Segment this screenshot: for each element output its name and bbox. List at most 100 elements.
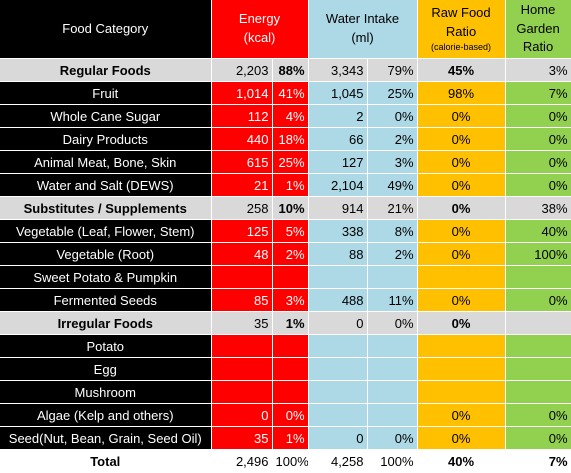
category-cell: Fermented Seeds [0, 288, 212, 312]
water-percent-cell: 100% [367, 449, 418, 472]
home-garden-ratio-cell: 0% [505, 426, 571, 450]
water-value-cell: 0 [308, 311, 368, 335]
raw-food-ratio-cell: 0% [417, 104, 506, 128]
category-cell: Regular Foods [0, 58, 212, 82]
table-row: Water and Salt (DEWS) 21 1% 2,104 49% 0% 0% [0, 173, 571, 197]
table-row: Whole Cane Sugar 112 4% 2 0% 0% 0% [0, 104, 571, 128]
water-percent-cell [367, 265, 418, 289]
table-row: Potato [0, 334, 571, 358]
category-cell: Seed(Nut, Bean, Grain, Seed Oil) [0, 426, 212, 450]
raw-food-ratio-cell: 40% [417, 449, 506, 472]
home-garden-ratio-cell: 0% [505, 403, 571, 427]
energy-percent-cell: 1% [272, 173, 309, 197]
home-garden-ratio-cell: 0% [505, 173, 571, 197]
energy-percent-cell: 4% [272, 104, 309, 128]
energy-percent-cell: 25% [272, 150, 309, 174]
water-value-cell: 2,104 [308, 173, 368, 197]
table-row: Algae (Kelp and others) 0 0% 0% 0% [0, 403, 571, 427]
water-percent-cell: 8% [367, 219, 418, 243]
water-value-cell: 66 [308, 127, 368, 151]
home-garden-ratio-cell: 0% [505, 104, 571, 128]
raw-food-ratio-cell: 0% [417, 403, 506, 427]
category-cell: Fruit [0, 81, 212, 105]
raw-food-ratio-cell: 0% [417, 242, 506, 266]
energy-percent-cell: 88% [272, 58, 309, 82]
table-row: Vegetable (Root) 48 2% 88 2% 0% 100% [0, 242, 571, 266]
energy-value-cell: 35 [211, 426, 273, 450]
energy-value-cell: 35 [211, 311, 273, 335]
energy-value-cell: 125 [211, 219, 273, 243]
energy-value-cell: 2,203 [211, 58, 273, 82]
water-value-cell [308, 403, 368, 427]
energy-percent-cell [272, 334, 309, 358]
home-garden-ratio-cell [505, 311, 571, 335]
table-row: Mushroom [0, 380, 571, 404]
energy-percent-cell: 5% [272, 219, 309, 243]
water-value-cell: 4,258 [308, 449, 368, 472]
header-home-line2: Garden [516, 20, 560, 36]
header-water-label: Water Intake [325, 11, 400, 27]
energy-percent-cell: 0% [272, 403, 309, 427]
raw-food-ratio-cell [417, 357, 506, 381]
home-garden-ratio-cell: 0% [505, 150, 571, 174]
water-percent-cell: 2% [367, 242, 418, 266]
energy-value-cell [211, 334, 273, 358]
water-percent-cell: 25% [367, 81, 418, 105]
water-value-cell [308, 380, 368, 404]
water-percent-cell: 79% [367, 58, 418, 82]
table-row: Vegetable (Leaf, Flower, Stem) 125 5% 338 8%… [0, 219, 571, 243]
energy-value-cell: 2,496 [211, 449, 273, 472]
energy-value-cell: 21 [211, 173, 273, 197]
water-percent-cell [367, 380, 418, 404]
energy-percent-cell: 41% [272, 81, 309, 105]
category-cell: Irregular Foods [0, 311, 212, 335]
energy-value-cell: 112 [211, 104, 273, 128]
water-value-cell [308, 334, 368, 358]
raw-food-ratio-cell: 0% [417, 311, 506, 335]
header-raw-basis: (calorie-based) [431, 42, 492, 52]
water-percent-cell: 3% [367, 150, 418, 174]
header-home-line1: Home [520, 1, 556, 17]
home-garden-ratio-cell [505, 334, 571, 358]
table-row: Animal Meat, Bone, Skin 615 25% 127 3% 0% 0% [0, 150, 571, 174]
raw-food-ratio-cell: 0% [417, 219, 506, 243]
energy-value-cell [211, 357, 273, 381]
raw-food-ratio-cell [417, 334, 506, 358]
raw-food-ratio-cell: 0% [417, 196, 506, 220]
water-percent-cell: 21% [367, 196, 418, 220]
table-row: Fruit 1,014 41% 1,045 25% 98% 7% [0, 81, 571, 105]
category-cell: Animal Meat, Bone, Skin [0, 150, 212, 174]
group-row: Regular Foods 2,203 88% 3,343 79% 45% 3% [0, 58, 571, 82]
category-cell: Whole Cane Sugar [0, 104, 212, 128]
raw-food-ratio-cell [417, 380, 506, 404]
water-percent-cell [367, 357, 418, 381]
raw-food-ratio-cell: 0% [417, 426, 506, 450]
raw-food-ratio-cell: 98% [417, 81, 506, 105]
table-row: Fermented Seeds 85 3% 488 11% 0% 0% [0, 288, 571, 312]
water-value-cell: 3,343 [308, 58, 368, 82]
table-row: Egg [0, 357, 571, 381]
header-energy: Energy (kcal) [211, 0, 309, 59]
home-garden-ratio-cell: 0% [505, 288, 571, 312]
category-cell: Egg [0, 357, 212, 381]
header-energy-label: Energy [238, 11, 281, 27]
category-cell: Vegetable (Root) [0, 242, 212, 266]
energy-percent-cell: 3% [272, 288, 309, 312]
home-garden-ratio-cell: 7% [505, 81, 571, 105]
water-value-cell: 1,045 [308, 81, 368, 105]
energy-value-cell: 85 [211, 288, 273, 312]
raw-food-ratio-cell: 0% [417, 127, 506, 151]
header-raw-line2: Ratio [445, 24, 477, 40]
category-cell: Dairy Products [0, 127, 212, 151]
category-cell: Mushroom [0, 380, 212, 404]
header-home-garden-ratio: Home Garden Ratio [505, 0, 571, 59]
home-garden-ratio-cell: 40% [505, 219, 571, 243]
energy-value-cell [211, 265, 273, 289]
energy-percent-cell: 10% [272, 196, 309, 220]
energy-percent-cell: 18% [272, 127, 309, 151]
header-food-category: Food Category [0, 0, 212, 59]
water-percent-cell: 49% [367, 173, 418, 197]
raw-food-ratio-cell: 0% [417, 288, 506, 312]
energy-percent-cell: 100% [272, 449, 309, 472]
